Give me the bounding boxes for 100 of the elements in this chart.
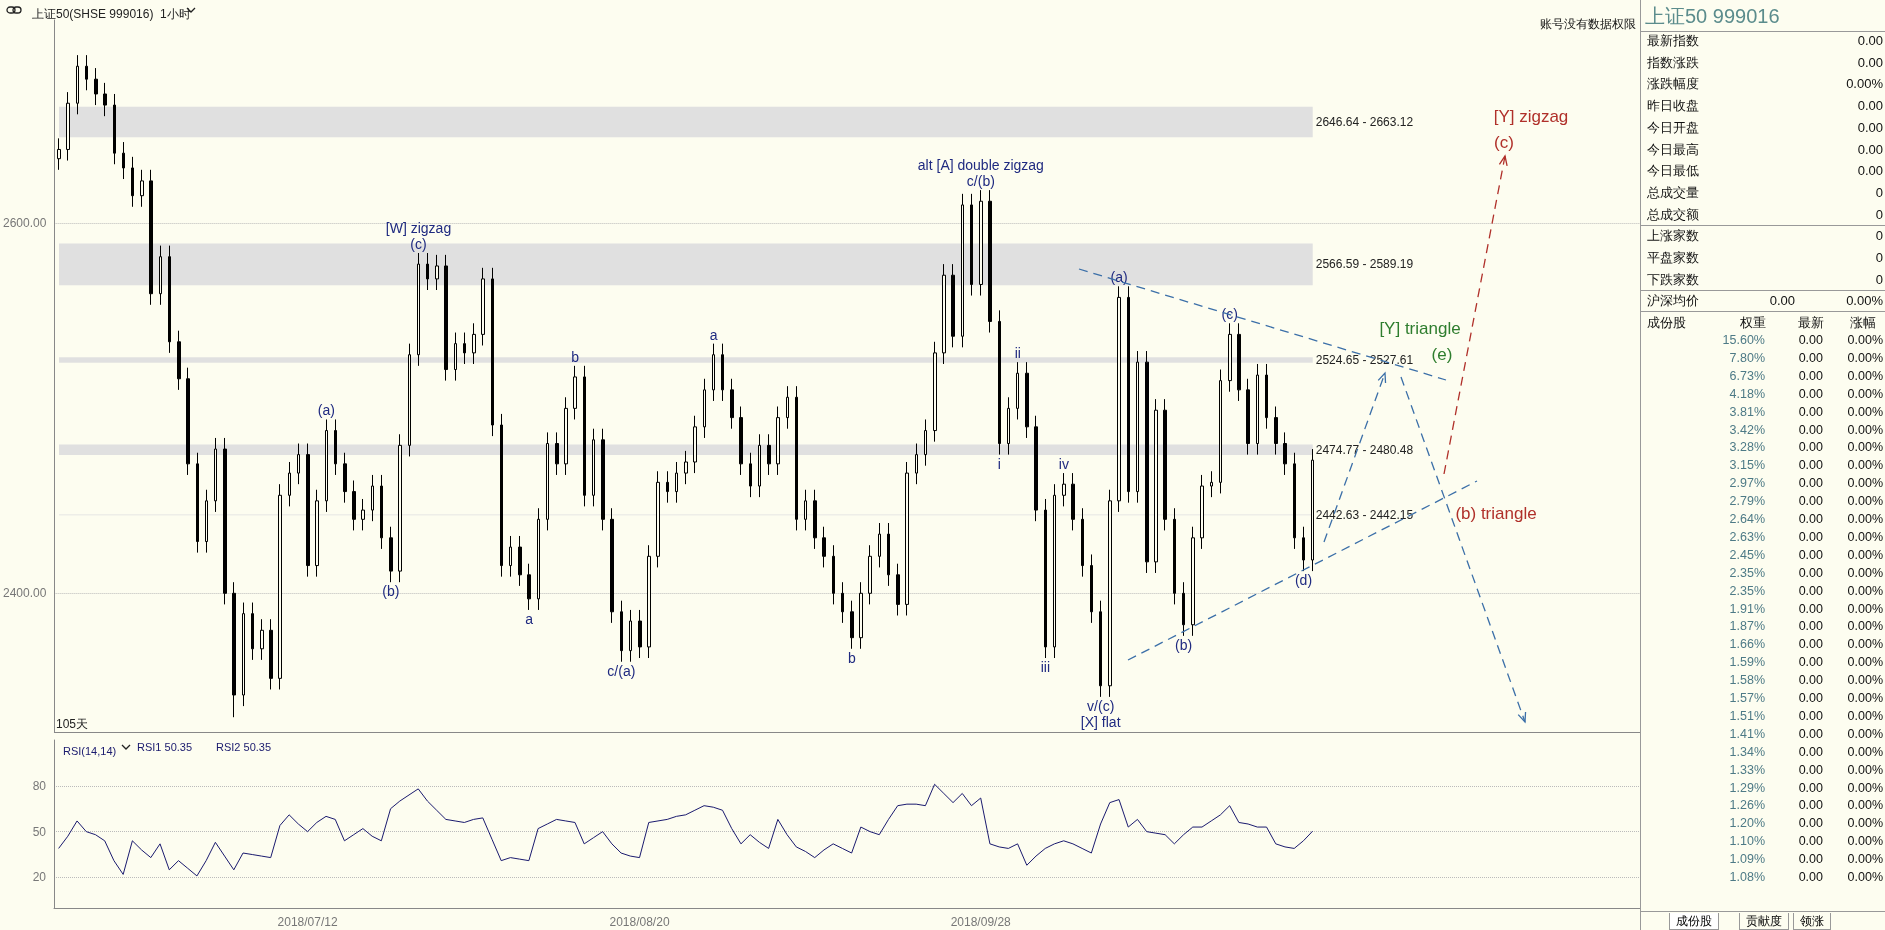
candlestick bbox=[205, 489, 208, 554]
text: 0.00 bbox=[1798, 439, 1823, 457]
x-tick-label: 2018/09/28 bbox=[950, 915, 1012, 929]
text: 7.80% bbox=[1729, 349, 1765, 367]
candlestick bbox=[1246, 378, 1250, 456]
text: 0.00 bbox=[1798, 457, 1823, 475]
candlestick bbox=[149, 169, 153, 306]
text: 昨日收盘 bbox=[1647, 97, 1699, 116]
candlestick bbox=[555, 431, 559, 476]
text: 1.09% bbox=[1729, 851, 1765, 869]
text: 2.97% bbox=[1729, 475, 1765, 493]
candlestick bbox=[786, 385, 789, 430]
candlestick bbox=[57, 137, 61, 171]
candlestick bbox=[1265, 363, 1268, 430]
text: 0.00 bbox=[1769, 292, 1795, 311]
candlestick bbox=[371, 474, 374, 522]
candlestick bbox=[776, 406, 780, 476]
text: 0.00 bbox=[1798, 851, 1823, 869]
text: 1.33% bbox=[1729, 761, 1765, 779]
text: 0.00% bbox=[1847, 743, 1883, 761]
candlestick bbox=[592, 428, 595, 507]
text: 0.00 bbox=[1798, 475, 1823, 493]
candlestick bbox=[859, 581, 863, 650]
band-label: 2646.64 - 2663.12 bbox=[1315, 114, 1414, 129]
candlestick bbox=[638, 609, 642, 659]
text: 0.00 bbox=[1798, 690, 1823, 707]
candlestick bbox=[260, 618, 264, 661]
text: 0.00 bbox=[1798, 582, 1823, 600]
candlestick bbox=[1127, 285, 1130, 504]
candlestick bbox=[979, 189, 983, 297]
candlestick bbox=[1016, 361, 1019, 420]
annotation: RSI1 50.35 bbox=[137, 741, 193, 753]
text: 3.81% bbox=[1729, 403, 1765, 421]
text: 0.00% bbox=[1847, 672, 1883, 690]
candlestick bbox=[583, 365, 586, 507]
candlestick bbox=[1099, 600, 1102, 698]
candlestick bbox=[214, 437, 217, 513]
candlestick bbox=[196, 452, 199, 554]
text: (c) bbox=[1221, 306, 1238, 323]
band-label: 2442.63 - 2442.15 bbox=[1315, 507, 1414, 522]
candlestick bbox=[1145, 350, 1149, 574]
candlestick bbox=[712, 343, 715, 402]
candlestick bbox=[454, 332, 457, 382]
text: i bbox=[997, 455, 1001, 472]
text: 0.00% bbox=[1847, 332, 1883, 349]
text: 指数涨跌 bbox=[1647, 53, 1699, 72]
candlestick bbox=[933, 341, 937, 443]
text: 0.00 bbox=[1798, 367, 1823, 385]
text: 0.00 bbox=[1857, 97, 1883, 116]
candlestick bbox=[951, 263, 955, 348]
candlestick bbox=[564, 396, 568, 476]
text: 0.00% bbox=[1846, 75, 1883, 94]
x-tick-label: 2018/08/20 bbox=[609, 915, 670, 929]
text: 0.00 bbox=[1798, 815, 1823, 833]
text: 0.00% bbox=[1847, 833, 1883, 851]
candlestick bbox=[1136, 350, 1139, 504]
text: 0.00 bbox=[1798, 546, 1823, 564]
candlestick bbox=[546, 431, 549, 531]
text: 0.00 bbox=[1798, 564, 1823, 582]
text: 1.51% bbox=[1729, 707, 1765, 725]
candlestick bbox=[223, 437, 227, 605]
candlestick bbox=[629, 609, 632, 663]
y-tick-label: 50 bbox=[32, 824, 47, 839]
text: 1.08% bbox=[1729, 869, 1765, 886]
candlestick bbox=[832, 544, 835, 605]
text: 0.00% bbox=[1847, 546, 1883, 564]
candlestick bbox=[1090, 553, 1093, 624]
y-tick-label: 2400.00 bbox=[2, 586, 47, 601]
chart-title: RSI(14,14) bbox=[63, 744, 117, 757]
text: (b) bbox=[382, 583, 400, 600]
text: 1.58% bbox=[1729, 672, 1765, 690]
candlestick bbox=[1163, 398, 1167, 531]
text: 0.00% bbox=[1847, 421, 1883, 439]
candlestick bbox=[1237, 322, 1241, 402]
candlestick bbox=[878, 522, 881, 568]
candlestick bbox=[721, 343, 724, 402]
text: (b) bbox=[1175, 636, 1193, 653]
text: 0.00% bbox=[1847, 690, 1883, 707]
candlestick bbox=[961, 193, 964, 348]
text: 成份股 bbox=[1647, 314, 1686, 333]
candlestick bbox=[537, 507, 540, 611]
candlestick bbox=[242, 602, 245, 707]
y-tick-label: 2600.00 bbox=[2, 216, 47, 231]
candlestick bbox=[1053, 483, 1056, 659]
candlestick bbox=[998, 309, 1001, 456]
candlestick bbox=[573, 365, 577, 420]
text: 0.00 bbox=[1798, 349, 1823, 367]
candlestick bbox=[168, 245, 171, 354]
annotation: (e) bbox=[1431, 344, 1453, 364]
text: (a) bbox=[317, 402, 335, 419]
text: 0.00 bbox=[1798, 636, 1823, 654]
text: 3.42% bbox=[1729, 421, 1765, 439]
candlestick bbox=[426, 252, 429, 291]
text: 1.59% bbox=[1729, 654, 1765, 672]
candlestick bbox=[942, 263, 946, 365]
candlestick bbox=[841, 581, 844, 624]
text: 0.00 bbox=[1798, 385, 1823, 403]
text: 0.00% bbox=[1847, 528, 1883, 546]
y-tick-label: 80 bbox=[32, 778, 47, 793]
text: 0.00% bbox=[1847, 797, 1883, 815]
